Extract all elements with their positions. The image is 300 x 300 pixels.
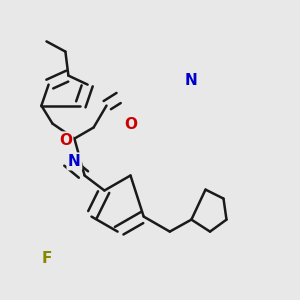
Text: N: N [185,73,198,88]
Text: N: N [68,154,81,169]
Text: F: F [41,251,52,266]
Text: O: O [59,133,72,148]
Text: O: O [124,117,137,132]
